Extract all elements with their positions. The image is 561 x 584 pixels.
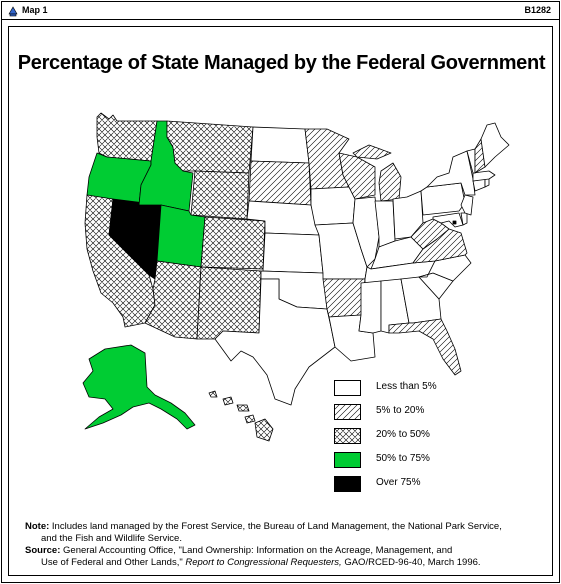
source-report-title: Report to Congressional Requesters, (185, 557, 342, 568)
legend-swatch (334, 404, 361, 420)
state-alaska (82, 344, 196, 430)
state-iowa (310, 186, 356, 226)
legend-label: 5% to 20% (376, 405, 425, 416)
state-kansas (262, 232, 324, 274)
legend-swatch (334, 476, 361, 492)
source-text: GAO/RCED-96-40, March 1996. (344, 557, 481, 568)
state-new-jersey (460, 194, 474, 216)
state-texas (214, 278, 336, 406)
state-wisconsin (338, 152, 376, 200)
state-west-virginia (410, 218, 450, 250)
legend-label: 20% to 50% (376, 429, 430, 440)
legend-swatch (334, 380, 361, 396)
legend-item: Over 75% (334, 476, 464, 500)
state-mississippi (358, 280, 382, 334)
source-text: General Accounting Office, "Land Ownersh… (63, 545, 453, 556)
map-panel: Percentage of State Managed by the Feder… (8, 26, 553, 576)
state-maine (480, 122, 510, 168)
state-colorado (200, 216, 266, 270)
source-line: Use of Federal and Other Lands," Report … (25, 557, 550, 569)
state-rhode-island (484, 178, 490, 188)
state-massachusetts (472, 170, 496, 182)
page-title: Percentage of State Managed by the Feder… (17, 52, 546, 74)
state-pennsylvania (420, 182, 466, 216)
legend-label: 50% to 75% (376, 453, 430, 464)
state-arkansas (322, 278, 366, 318)
source-text: Use of Federal and Other Lands," (41, 557, 183, 568)
window-title: Map 1 (22, 5, 48, 15)
legend-item: Less than 5% (334, 380, 464, 404)
state-washington (96, 112, 158, 162)
note-line: Note: Includes land managed by the Fores… (25, 521, 550, 533)
legend-swatch (334, 452, 361, 468)
note-text: and the Fish and Wildlife Service. (41, 533, 182, 544)
legend-swatch (334, 428, 361, 444)
source-label: Source: (25, 545, 61, 556)
state-south-dakota (248, 160, 312, 206)
state-hawaii (208, 390, 274, 442)
legend: Less than 5% 5% to 20% 20% to 50% 50% to… (334, 380, 464, 500)
document-icon (8, 6, 18, 17)
footnotes: Note: Includes land managed by the Fores… (25, 521, 550, 569)
note-label: Note: (25, 521, 50, 532)
window-titlebar: Map 1 B1282 (2, 2, 559, 20)
legend-label: Less than 5% (376, 381, 437, 392)
legend-item: 5% to 20% (334, 404, 464, 428)
legend-item: 50% to 75% (334, 452, 464, 476)
state-new-mexico (196, 266, 262, 340)
us-map (82, 112, 510, 442)
note-text: Includes land managed by the Forest Serv… (51, 521, 502, 532)
source-line: Source: General Accounting Office, "Land… (25, 545, 550, 557)
state-new-york (426, 150, 476, 196)
state-district-of-columbia (452, 220, 457, 225)
legend-item: 20% to 50% (334, 428, 464, 452)
state-north-dakota (250, 126, 310, 164)
state-wyoming (190, 170, 250, 220)
legend-label: Over 75% (376, 477, 421, 488)
note-line: and the Fish and Wildlife Service. (25, 533, 550, 545)
state-montana (166, 120, 254, 174)
document-code: B1282 (524, 5, 551, 15)
state-florida (388, 318, 462, 376)
